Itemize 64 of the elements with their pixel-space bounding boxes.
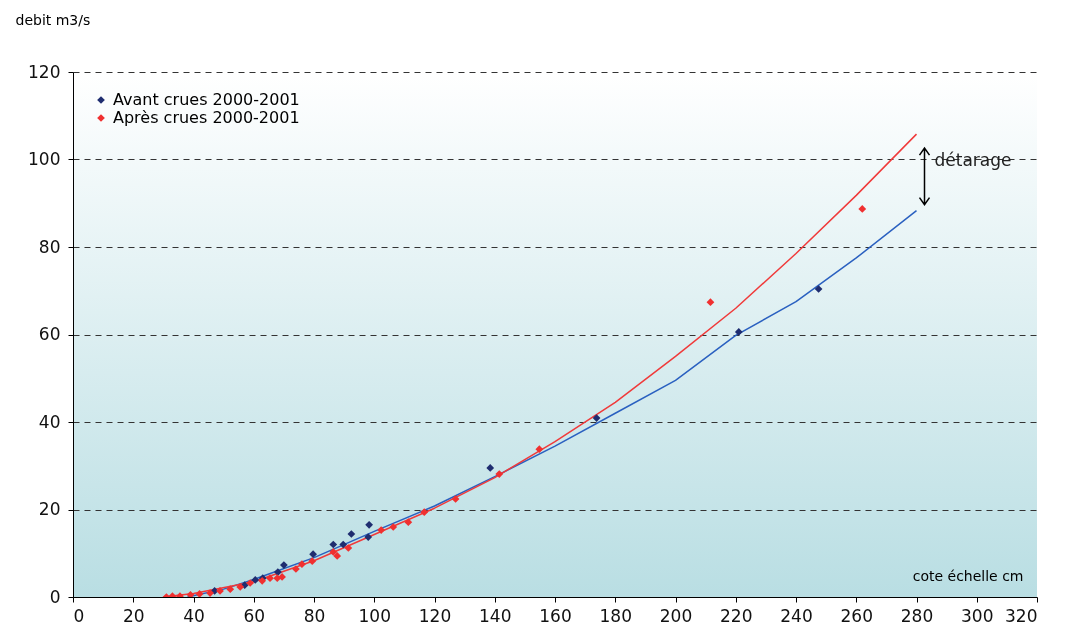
point — [344, 544, 353, 552]
point — [592, 414, 601, 422]
y-tick-label: 0 — [49, 586, 61, 607]
point — [858, 205, 867, 213]
x-tick-label: 120 — [418, 605, 452, 626]
point — [266, 574, 274, 583]
point — [195, 590, 204, 597]
point — [308, 557, 317, 565]
x-tick-label: 320 — [1005, 605, 1038, 626]
x-tick-label: 40 — [183, 605, 205, 626]
point — [364, 533, 373, 541]
x-tick-label: 160 — [539, 605, 572, 626]
point — [339, 540, 348, 549]
y-tick-label: 20 — [38, 499, 61, 519]
x-tick-label: 140 — [479, 605, 512, 626]
point — [329, 540, 338, 549]
y-tick-label: 80 — [38, 236, 61, 257]
x-tick-label: 180 — [599, 605, 632, 626]
point — [298, 560, 306, 569]
point — [706, 298, 715, 306]
point — [451, 495, 460, 503]
point — [216, 587, 224, 595]
x-axis-title: cote échelle cm — [912, 567, 1024, 584]
legend-label: Après crues 2000-2001 — [113, 108, 300, 127]
point — [404, 518, 413, 527]
point — [814, 285, 823, 293]
point — [273, 568, 282, 576]
y-axis-title: debit m3/s — [15, 11, 91, 28]
point — [280, 561, 288, 569]
point — [389, 523, 398, 531]
point — [333, 552, 342, 560]
annotation: détarage — [934, 149, 1012, 170]
y-tick-label: 60 — [38, 324, 61, 344]
x-tick-label: 100 — [358, 605, 391, 626]
point — [486, 464, 495, 472]
point — [278, 573, 286, 581]
x-tick-label: 60 — [243, 605, 266, 626]
point — [535, 445, 544, 453]
y-tick-label: 120 — [28, 61, 61, 82]
point — [365, 520, 373, 529]
x-tick-label: 300 — [961, 605, 994, 626]
point — [246, 579, 255, 587]
y-tick-label: 100 — [28, 149, 61, 169]
x-tick-label: 0 — [73, 605, 85, 626]
point — [734, 328, 743, 336]
x-tick-label: 260 — [840, 605, 873, 626]
point — [495, 470, 504, 478]
point — [347, 530, 356, 538]
point — [329, 548, 338, 556]
point — [377, 526, 386, 534]
x-tick-label: 280 — [900, 605, 934, 626]
point — [236, 583, 245, 591]
x-tick-label: 20 — [122, 605, 145, 626]
point — [226, 585, 235, 593]
point — [309, 550, 317, 558]
point — [420, 508, 429, 516]
x-tick-label: 240 — [780, 605, 813, 626]
x-tick-label: 80 — [303, 605, 326, 626]
x-tick-label: 200 — [659, 605, 693, 626]
point — [186, 590, 195, 597]
point — [251, 576, 260, 584]
y-tick-label: 40 — [38, 411, 61, 432]
x-tick-label: 220 — [720, 605, 753, 626]
legend-label: Avant crues 2000-2001 — [113, 90, 300, 109]
